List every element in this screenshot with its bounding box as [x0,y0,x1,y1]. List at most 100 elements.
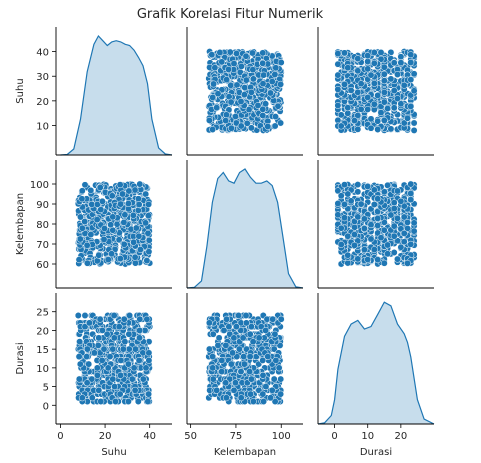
scatter-point [380,98,388,106]
scatter-point [98,197,106,205]
scatter-point [247,124,255,132]
scatter-point [374,256,382,264]
scatter-point [109,213,117,221]
scatter-point [367,124,375,132]
scatter-point [205,345,213,353]
scatter-point [237,62,245,70]
scatter-point [267,394,274,402]
scatter-point [259,390,267,398]
scatter-point [400,238,408,246]
y-tick-label: 40 [36,48,49,59]
scatter-point [407,102,415,110]
scatter-point [390,249,398,256]
panel-suhu-vs-kelembapan [186,27,303,156]
scatter-point [134,398,142,405]
scatter-point [205,116,213,124]
scatter-point [404,114,411,122]
scatter-point [235,345,243,353]
scatter-point [390,87,398,95]
scatter-point [232,113,239,120]
scatter-point [354,125,362,133]
scatter-point [117,371,125,379]
scatter-point [132,345,139,353]
scatter-point [271,330,279,338]
scatter-point [242,319,250,327]
scatter-point [81,312,89,319]
y-tick-label: 25 [36,308,49,319]
scatter-point [139,375,147,383]
scatter-point [227,98,235,106]
scatter-point [117,200,125,208]
scatter-point [121,338,129,346]
scatter-point [101,225,108,232]
x-tick-label: 40 [143,431,156,442]
y-axis-label: Kelembapan [15,193,26,255]
scatter-point [81,181,89,189]
scatter-point [341,49,348,57]
scatter-point [341,214,348,222]
scatter-point [354,67,362,75]
scatter-point [334,85,342,93]
scatter-point [377,109,385,117]
scatter-point [400,119,408,127]
scatter-point [360,225,368,232]
scatter-point [136,315,144,323]
scatter-point [213,386,221,394]
scatter-point [95,251,103,259]
scatter-point [259,105,267,113]
scatter-point [145,248,153,256]
x-tick-label: 75 [230,431,243,442]
scatter-point [277,390,285,398]
scatter-point [136,334,143,342]
scatter-point [108,192,116,200]
scatter-point [394,214,401,222]
x-tick-label: 20 [99,431,112,442]
scatter-point [246,353,254,361]
scatter-point [334,211,342,219]
scatter-point [142,364,150,372]
y-tick-label: 20 [36,97,49,108]
scatter-point [380,88,388,96]
scatter-point [233,81,241,89]
scatter-point [390,205,398,212]
scatter-point [367,71,375,79]
scatter-point [145,356,153,364]
scatter-point [130,364,138,372]
scatter-point [247,88,255,96]
scatter-point [116,390,124,398]
scatter-point [351,117,358,125]
scatter-point [87,186,95,194]
scatter-point [407,240,415,248]
kde-line-suhu [60,34,173,156]
panel-suhu-vs-durasi [317,27,434,156]
scatter-point [143,315,151,323]
scatter-point [209,353,217,361]
scatter-point [354,188,362,196]
scatter-point [124,200,132,207]
panel-kelembapan-vs-kelembapan [186,160,304,289]
scatter-point [209,93,217,101]
scatter-point [275,364,283,372]
scatter-point [113,220,121,228]
scatter-point [78,187,86,195]
scatter-point [341,200,348,208]
scatter-point [387,125,395,133]
y-tick-label: 30 [36,72,49,83]
y-axis-durasi: 0 5 10 15 20 25 Durasi [15,308,56,412]
scatter-point [259,49,267,57]
scatter-point [377,234,385,242]
scatter-point [341,181,348,189]
scatter-point [142,219,150,227]
scatter-point [214,90,222,98]
scatter-point [125,187,133,195]
scatter-point [364,93,372,101]
scatter-point [242,52,250,60]
scatter-point [384,105,392,112]
plot-grid: 10203040Suhu60708090100Kelembapan0510152… [15,27,435,458]
scatter-point [407,59,415,66]
scatter-point [239,334,247,342]
scatter-point [120,240,128,248]
scatter-points [334,180,418,268]
scatter-point [407,76,415,84]
scatter-point [229,349,237,357]
